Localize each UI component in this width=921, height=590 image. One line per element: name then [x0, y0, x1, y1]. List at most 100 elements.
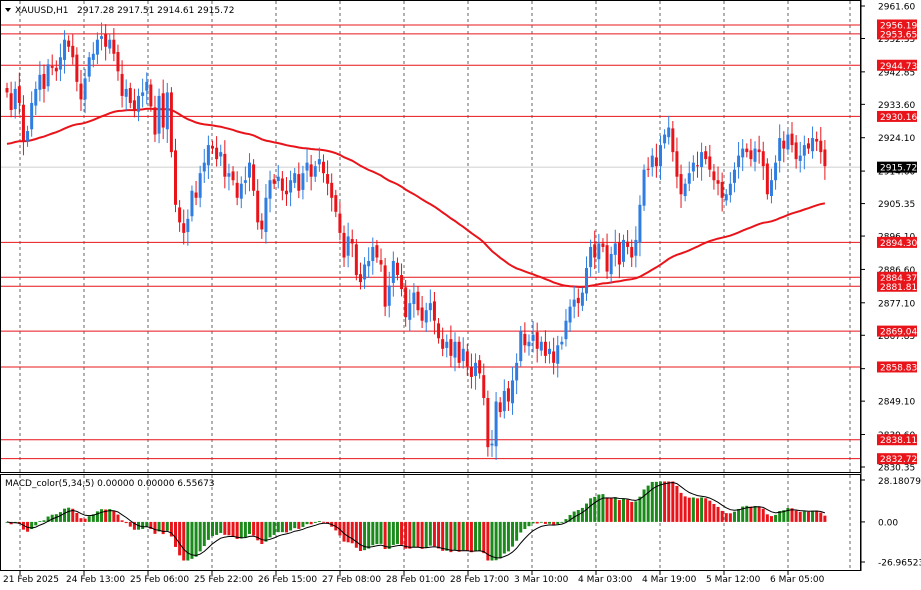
candle-body: [198, 173, 202, 198]
candle-body: [774, 162, 778, 181]
macd-bar: [564, 519, 568, 522]
candle-body: [564, 320, 568, 340]
candle-body: [465, 351, 469, 367]
macd-bar: [239, 521, 243, 539]
y-tick-label: 2830.35: [878, 464, 915, 474]
candle-body: [58, 57, 62, 70]
candle-body: [416, 291, 420, 311]
y-tick-label: 2961.60: [878, 3, 915, 13]
macd-bar: [823, 515, 827, 522]
level-label-value: 2858.83: [880, 363, 917, 373]
candle-body: [124, 88, 128, 97]
candle-body: [671, 128, 675, 153]
macd-bar: [576, 510, 580, 522]
candle-body: [367, 260, 371, 267]
candle-body: [568, 306, 572, 323]
macd-bar: [26, 521, 30, 532]
candle-body: [765, 163, 769, 195]
level-label: 2894.30: [877, 236, 917, 249]
macd-bar: [301, 521, 305, 527]
candle-body: [802, 145, 806, 156]
candle-body: [589, 246, 593, 268]
x-tick-label: 25 Feb 06:00: [130, 575, 189, 585]
macd-bar: [679, 492, 683, 522]
horizontal-levels[interactable]: [1, 24, 860, 460]
macd-header: MACD_color(5,34,5) 0.00000 0.00000 6.556…: [5, 479, 215, 489]
candle-body: [408, 303, 412, 320]
candle-body: [708, 156, 712, 170]
candle-body: [548, 348, 552, 355]
candle-body: [42, 73, 46, 89]
macd-bar: [186, 521, 190, 561]
macd-bar: [50, 514, 54, 522]
level-label: 2930.16: [877, 110, 917, 123]
macd-bar: [437, 521, 441, 549]
candle-body: [724, 194, 728, 201]
candle-body: [223, 153, 227, 177]
macd-bar: [104, 509, 108, 522]
level-label-value: 2953.65: [880, 30, 917, 40]
candle-body: [556, 345, 560, 364]
macd-bar: [761, 508, 765, 522]
macd-bar: [54, 514, 58, 522]
candle-body: [794, 142, 798, 160]
candle-body: [145, 81, 149, 91]
candle-body: [732, 169, 736, 183]
macd-bar: [404, 521, 408, 549]
candle-body: [9, 93, 13, 110]
level-label: 2884.37: [877, 271, 917, 284]
candle-body: [395, 262, 399, 276]
candle-body: [215, 147, 219, 160]
candle-body: [691, 162, 695, 172]
candle-body: [778, 138, 782, 161]
candle-body: [252, 164, 256, 191]
macd-bar: [174, 521, 178, 547]
candle-body: [605, 245, 609, 272]
candle-body: [91, 53, 95, 60]
macd-bar: [700, 497, 704, 522]
candle-body: [469, 367, 473, 377]
macd-bar: [145, 521, 149, 528]
candle-body: [453, 341, 457, 358]
macd-bar: [774, 514, 778, 522]
macd-bar: [326, 521, 330, 524]
candle-body: [663, 134, 667, 144]
candle-body: [289, 180, 293, 193]
macd-bar: [552, 521, 556, 526]
candle-body: [580, 292, 584, 306]
candle-body: [786, 134, 790, 150]
macd-bar: [317, 521, 321, 522]
candle-body: [679, 174, 683, 195]
candle-body: [132, 100, 136, 110]
candle-body: [712, 171, 716, 181]
triangle-down-icon[interactable]: [5, 8, 11, 12]
candle-body: [782, 140, 786, 149]
macd-bar: [367, 521, 371, 549]
candle-body: [391, 260, 395, 283]
candle-body: [375, 245, 379, 258]
macd-bar: [675, 485, 679, 522]
macd-bar: [630, 501, 634, 522]
macd-bar: [737, 508, 741, 522]
macd-bar: [782, 510, 786, 522]
macd-bar: [354, 521, 358, 548]
x-tick-label: 27 Feb 08:00: [322, 575, 381, 585]
candle-body: [108, 39, 112, 49]
macd-bar: [556, 521, 560, 525]
candle-body: [247, 162, 251, 178]
macd-bar: [198, 521, 202, 552]
macd-bar: [663, 481, 667, 522]
macd-bar: [465, 521, 469, 551]
level-label-box: [877, 110, 917, 122]
candle-body: [716, 180, 720, 184]
macd-bar: [63, 508, 67, 522]
candle-body: [687, 173, 691, 184]
macd-bar: [580, 507, 584, 522]
macd-bar: [539, 521, 543, 523]
symbol-header[interactable]: XAUUSD,H1 2917.28 2917.51 2914.61 2915.7…: [5, 6, 234, 16]
candle-body: [630, 246, 634, 258]
candle-body: [363, 264, 367, 280]
y-tick-label: 2877.10: [878, 299, 915, 309]
candle-body: [309, 164, 313, 177]
